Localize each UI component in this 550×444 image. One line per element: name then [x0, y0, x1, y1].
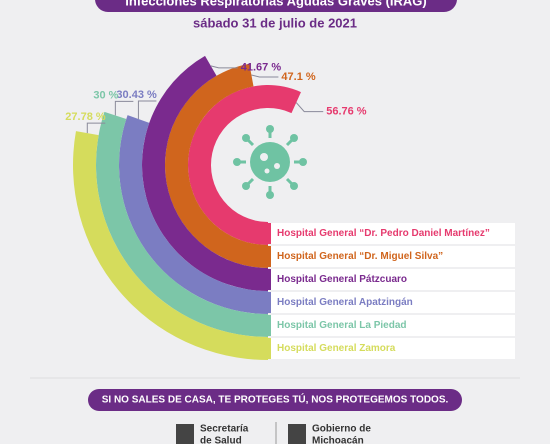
row-band: [268, 246, 515, 267]
subtitle: sábado 31 de julio de 2021: [193, 15, 357, 30]
row-band: [268, 315, 515, 336]
radial-bar: [95, 111, 268, 337]
row-band: [268, 223, 515, 244]
leader-line: [210, 65, 238, 69]
leader-line: [251, 74, 279, 78]
logo-text: Michoacán: [312, 436, 364, 444]
logo-text: Secretaría: [200, 424, 249, 435]
value-label: 41.67 %: [241, 62, 282, 74]
row-marker: [268, 338, 271, 359]
logo-shield: [176, 424, 194, 444]
row-marker: [268, 223, 271, 244]
title: Infecciones Respiratorias Agudas Graves …: [125, 0, 427, 8]
virus-icon: [233, 125, 307, 199]
row-band: [268, 269, 515, 290]
row-label: Hospital General Apatzingán: [277, 297, 413, 308]
radial-bar: [141, 55, 268, 291]
radial-bar: [187, 84, 301, 245]
radial-bar: [119, 115, 269, 314]
slogan: SI NO SALES DE CASA, TE PROTEGES TÚ, NOS…: [102, 393, 449, 406]
value-label: 30.43 %: [116, 89, 157, 101]
title-pill: [95, 0, 457, 12]
row-marker: [268, 292, 271, 313]
row-label: Hospital General “Dr. Miguel Silva”: [277, 251, 443, 262]
value-label: 27.78 %: [65, 111, 106, 123]
leader-line: [114, 100, 134, 116]
value-label: 56.76 %: [326, 105, 367, 117]
row-band: [268, 292, 515, 313]
leader-line: [137, 100, 157, 119]
logo-text: de Salud: [200, 436, 242, 444]
radial-bar: [72, 131, 268, 360]
row-marker: [268, 246, 271, 267]
value-label: 30 %: [93, 89, 118, 101]
logo-shield: [288, 424, 306, 444]
row-marker: [268, 315, 271, 336]
radial-bar: [164, 63, 268, 269]
row-label: Hospital General Pátzcuaro: [277, 274, 407, 285]
row-label: Hospital General La Piedad: [277, 320, 406, 331]
slogan-pill: [88, 389, 462, 411]
row-band: [268, 338, 515, 359]
row-marker: [268, 269, 271, 290]
leader-line: [86, 122, 106, 134]
row-label: Hospital General “Dr. Pedro Daniel Martí…: [277, 228, 490, 239]
value-label: 47.1 %: [281, 71, 315, 83]
logo-text: Gobierno de: [312, 424, 371, 435]
row-label: Hospital General Zamora: [277, 343, 396, 354]
leader-line: [295, 102, 324, 113]
